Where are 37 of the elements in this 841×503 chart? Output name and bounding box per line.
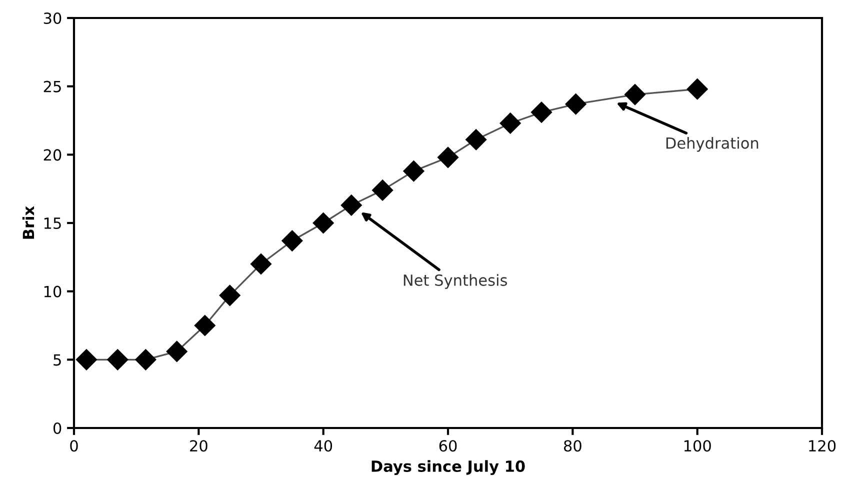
point xyxy=(340,194,362,216)
point xyxy=(466,129,487,150)
point xyxy=(530,102,552,123)
y-tick-label: 10 xyxy=(44,286,62,298)
x-tick-label: 20 xyxy=(190,440,208,452)
y-tick-label: 15 xyxy=(44,218,61,230)
x-tick-label: 40 xyxy=(314,440,332,452)
point xyxy=(312,212,334,234)
y-axis-title: Brix xyxy=(22,206,34,239)
point xyxy=(219,284,240,306)
y-tick-label: 20 xyxy=(44,149,62,161)
x-tick-label: 60 xyxy=(439,440,457,452)
point xyxy=(565,94,586,115)
point xyxy=(166,340,188,362)
point xyxy=(135,349,156,370)
annotation: Dehydration xyxy=(666,137,758,152)
annotation: Net Synthesis xyxy=(404,274,507,289)
point xyxy=(282,230,303,252)
y-tick-label: 5 xyxy=(54,354,61,366)
x-tick-label: 0 xyxy=(70,440,78,452)
x-tick-label: 100 xyxy=(684,440,711,452)
point xyxy=(372,180,394,201)
x-tick-label: 80 xyxy=(564,440,582,452)
point xyxy=(194,314,216,336)
point xyxy=(437,146,459,168)
point xyxy=(76,349,97,370)
point xyxy=(107,349,128,370)
x-axis-title: Days since July 10 xyxy=(372,460,525,476)
x-tick-label: 120 xyxy=(809,440,836,452)
point xyxy=(403,160,424,182)
y-tick-label: 25 xyxy=(44,80,61,92)
y-tick-label: 30 xyxy=(44,12,62,24)
y-tick-label: 0 xyxy=(53,422,62,434)
point xyxy=(624,84,646,106)
point xyxy=(686,78,708,100)
point xyxy=(250,253,272,275)
point xyxy=(500,112,521,134)
